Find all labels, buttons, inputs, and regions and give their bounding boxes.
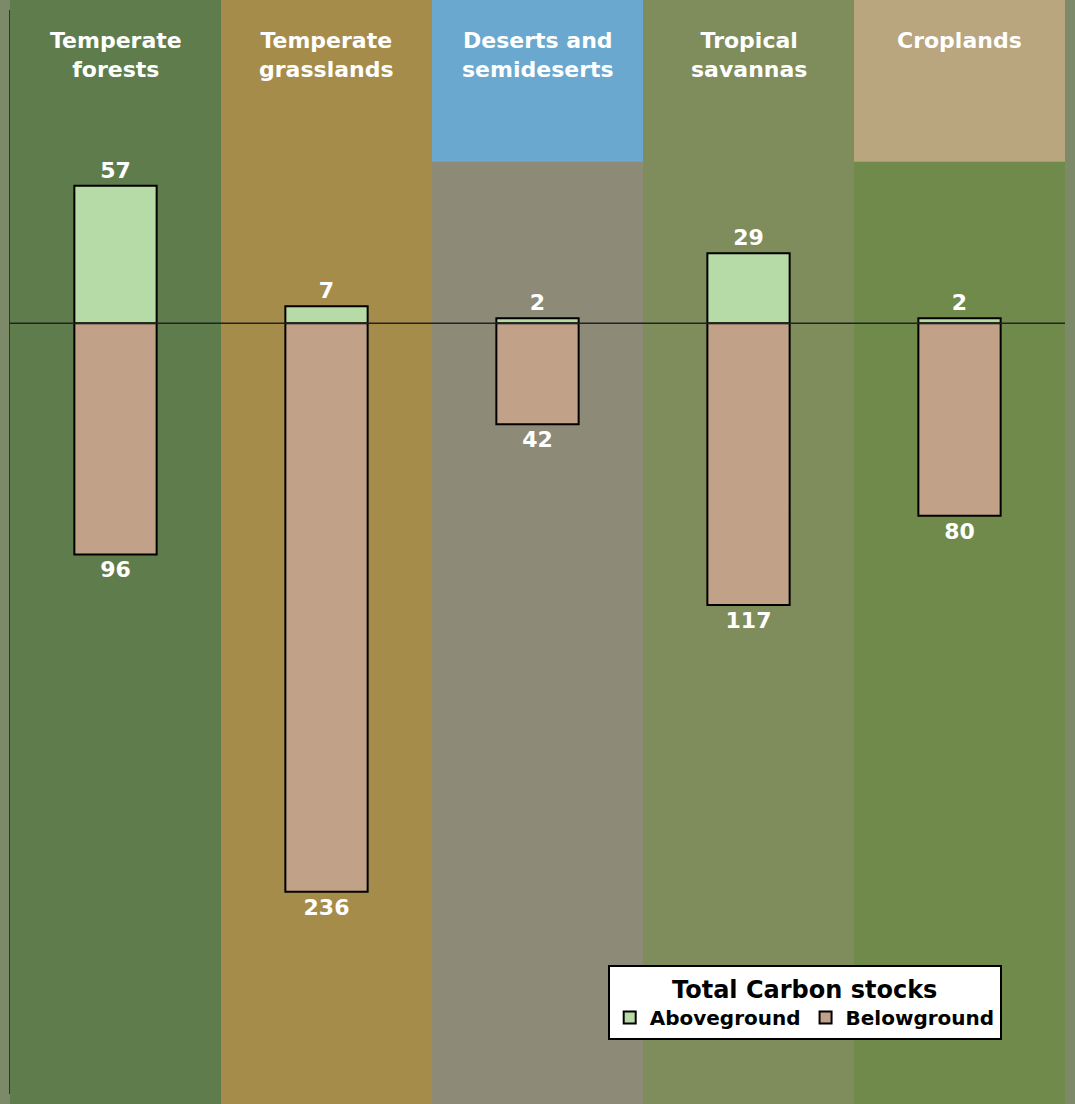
svg-text:Aboveground: Aboveground	[650, 1006, 801, 1030]
svg-text:57: 57	[100, 158, 131, 183]
svg-text:Deserts andsemideserts: Deserts andsemideserts	[462, 28, 614, 82]
svg-text:Belowground: Belowground	[846, 1006, 995, 1030]
svg-text:29: 29	[733, 225, 764, 250]
svg-text:Temperateforests: Temperateforests	[50, 28, 182, 82]
svg-text:42: 42	[522, 427, 553, 452]
svg-text:2: 2	[952, 290, 967, 315]
svg-text:7: 7	[319, 278, 334, 303]
svg-text:236: 236	[304, 895, 350, 920]
svg-text:96: 96	[100, 557, 131, 582]
svg-text:Tropicalsavannas: Tropicalsavannas	[691, 28, 807, 82]
svg-text:Temperategrasslands: Temperategrasslands	[259, 28, 394, 82]
svg-text:80: 80	[944, 519, 975, 544]
svg-text:Total Carbon stocks: Total Carbon stocks	[672, 976, 937, 1004]
svg-text:2: 2	[530, 290, 545, 315]
svg-text:Croplands: Croplands	[897, 28, 1022, 53]
svg-text:117: 117	[726, 608, 772, 633]
